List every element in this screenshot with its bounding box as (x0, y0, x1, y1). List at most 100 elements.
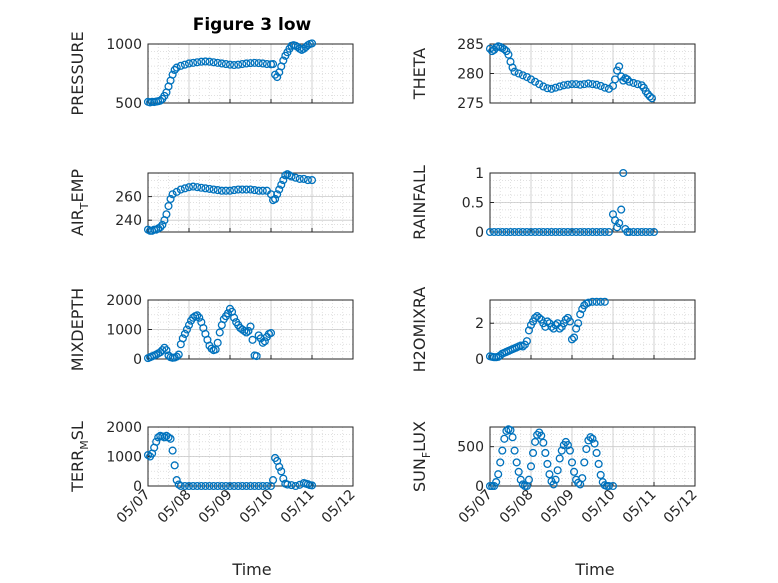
data-point (613, 66, 622, 75)
data-point (156, 96, 165, 105)
data-point (209, 481, 218, 491)
data-point (291, 481, 300, 491)
data-point (201, 184, 210, 193)
data-point (252, 351, 261, 361)
data-point (596, 81, 605, 90)
y-tick-label: 0 (133, 352, 142, 368)
data-point (230, 313, 239, 322)
data-point (543, 459, 552, 469)
data-point (645, 92, 654, 101)
y-axis-label: H2OMIXRA (410, 287, 429, 373)
data-point (230, 186, 239, 195)
data-point (615, 62, 624, 71)
data-point (213, 186, 222, 195)
data-point (633, 80, 642, 89)
y-tick-label: 2000 (106, 293, 142, 309)
data-point (563, 227, 572, 237)
data-point (180, 60, 189, 69)
data-point (279, 176, 288, 185)
y-tick-label: 0 (475, 225, 484, 241)
y-tick-label: 240 (115, 213, 142, 229)
data-point (504, 50, 513, 59)
data-point (238, 185, 247, 194)
data-point (258, 59, 267, 68)
y-tick-label: 1000 (106, 450, 142, 466)
data-point (637, 81, 646, 90)
data-point (213, 481, 222, 491)
data-point (158, 346, 167, 355)
data-point (246, 59, 255, 68)
data-point (234, 481, 243, 491)
data-point (518, 480, 527, 489)
data-point (555, 454, 564, 463)
data-point (649, 227, 659, 237)
data-point (502, 227, 511, 237)
data-point (307, 39, 317, 48)
x-tick-label: 05/12 (661, 487, 701, 527)
data-point (494, 470, 503, 479)
data-point (637, 227, 646, 237)
x-axis-label-right: Time (574, 560, 614, 579)
data-point (514, 227, 523, 237)
data-point (490, 481, 499, 491)
data-point (213, 58, 222, 67)
data-point (629, 227, 638, 237)
data-point (242, 328, 251, 337)
data-point (279, 56, 288, 65)
data-point (551, 83, 560, 92)
y-tick-label: 500 (457, 440, 484, 456)
data-point (250, 186, 259, 195)
data-point (526, 462, 536, 471)
x-axis-label-left: Time (231, 560, 271, 579)
x-tick-label: 05/08 (155, 487, 195, 527)
data-point (172, 187, 181, 196)
data-point (189, 182, 198, 191)
data-point (588, 80, 597, 89)
data-point (506, 426, 515, 435)
data-point (539, 227, 548, 237)
data-point (166, 194, 175, 204)
data-point (565, 317, 574, 326)
data-point (522, 72, 531, 82)
data-point (258, 481, 267, 491)
data-point (506, 227, 515, 237)
y-tick-label: 2 (475, 316, 484, 332)
data-point (295, 174, 304, 183)
data-point (582, 444, 591, 454)
data-point (217, 59, 226, 68)
data-point (588, 297, 597, 306)
data-point (156, 223, 165, 232)
y-tick-label: 280 (457, 67, 484, 83)
data-point (559, 227, 568, 237)
data-point (189, 58, 198, 67)
data-point (569, 333, 579, 342)
axes-box (147, 299, 354, 360)
data-point (510, 227, 519, 237)
data-point (543, 317, 552, 326)
data-point (528, 448, 538, 458)
data-point (193, 311, 202, 320)
x-tick-label: 05/10 (237, 487, 277, 527)
data-point (158, 220, 167, 229)
data-point (580, 301, 589, 310)
data-point (567, 335, 577, 344)
data-point (514, 467, 523, 476)
data-point (643, 90, 652, 99)
data-point (225, 60, 235, 69)
data-point (496, 458, 505, 467)
data-point (254, 186, 263, 195)
data-point (279, 474, 288, 483)
data-point (512, 458, 521, 467)
data-point (189, 481, 198, 491)
data-point (518, 227, 527, 237)
y-axis-label: THETA (410, 48, 429, 100)
y-tick-label: 0.5 (462, 196, 484, 212)
data-point (246, 481, 255, 491)
axes-box (489, 299, 696, 360)
data-point (143, 450, 153, 460)
data-point (223, 309, 233, 318)
data-point (567, 227, 577, 237)
data-point (250, 481, 259, 491)
data-point (254, 59, 263, 68)
data-point (238, 481, 247, 491)
